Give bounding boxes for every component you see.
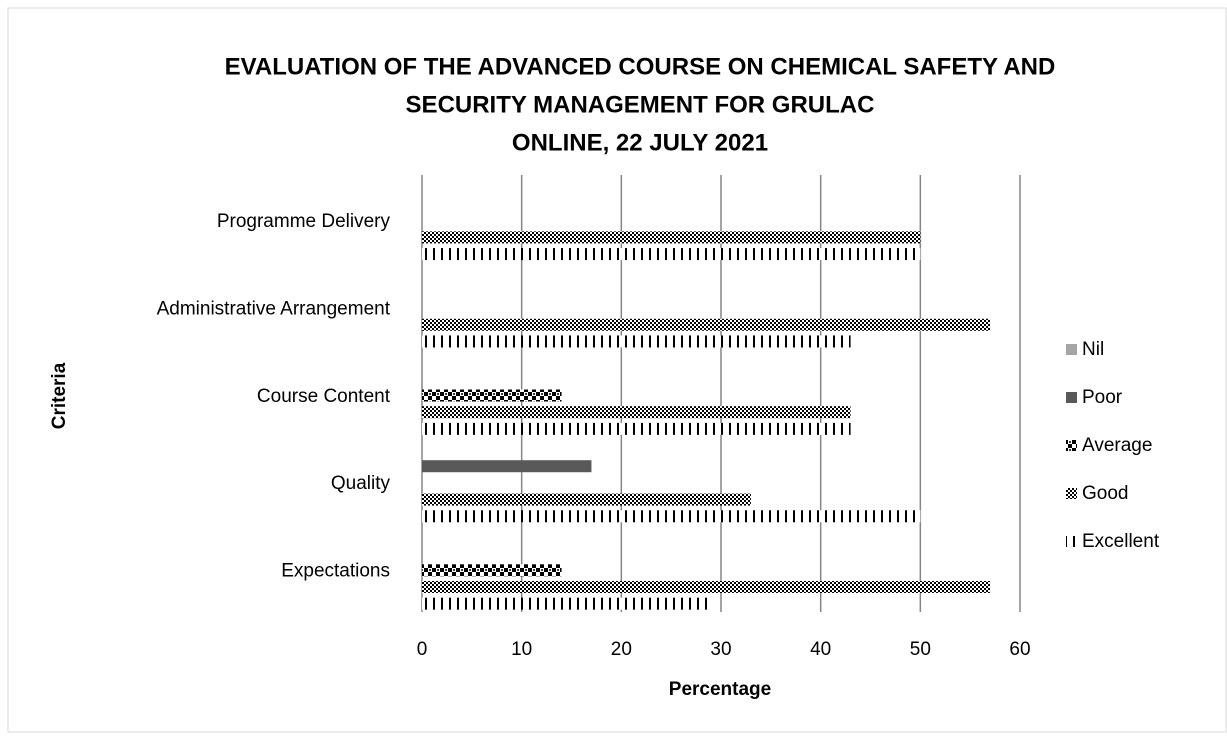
legend-swatch	[1066, 488, 1077, 499]
bar	[422, 406, 851, 419]
chart-title: SECURITY MANAGEMENT FOR GRULAC	[406, 91, 875, 118]
legend-swatch	[1066, 392, 1077, 403]
x-axis-title: Percentage	[669, 679, 771, 700]
y-axis-title: Criteria	[49, 362, 70, 429]
x-tick-label: 40	[810, 639, 831, 660]
y-tick-label: Course Content	[257, 386, 391, 407]
legend-label: Nil	[1082, 339, 1104, 360]
bar	[422, 580, 991, 593]
legend-swatch	[1066, 440, 1077, 451]
bar	[422, 318, 991, 331]
y-tick-label: Programme Delivery	[217, 211, 391, 232]
x-tick-label: 10	[511, 639, 532, 660]
x-tick-label: 50	[910, 639, 931, 660]
x-tick-label: 30	[710, 639, 731, 660]
legend-label: Poor	[1082, 387, 1123, 408]
bar	[422, 422, 851, 435]
legend-label: Excellent	[1082, 531, 1160, 552]
y-tick-label: Quality	[331, 473, 391, 494]
legend-label: Good	[1082, 483, 1128, 504]
bar	[422, 493, 751, 506]
y-tick-label: Expectations	[281, 561, 390, 582]
bar	[422, 597, 712, 610]
y-tick-label: Administrative Arrangement	[157, 298, 391, 319]
legend-label: Average	[1082, 435, 1152, 456]
bar	[422, 335, 851, 348]
bar	[422, 389, 562, 402]
bar	[422, 460, 592, 473]
chart-subtitle: ONLINE, 22 JULY 2021	[512, 129, 768, 156]
legend-swatch	[1066, 344, 1077, 355]
x-tick-label: 60	[1009, 639, 1030, 660]
legend-swatch	[1066, 536, 1077, 547]
bar	[422, 510, 921, 523]
bar	[422, 231, 921, 244]
bar	[422, 248, 921, 261]
x-tick-label: 0	[417, 639, 428, 660]
x-tick-label: 20	[611, 639, 632, 660]
chart-title: EVALUATION OF THE ADVANCED COURSE ON CHE…	[225, 53, 1056, 80]
chart-border	[7, 7, 1227, 733]
bar	[422, 564, 562, 577]
